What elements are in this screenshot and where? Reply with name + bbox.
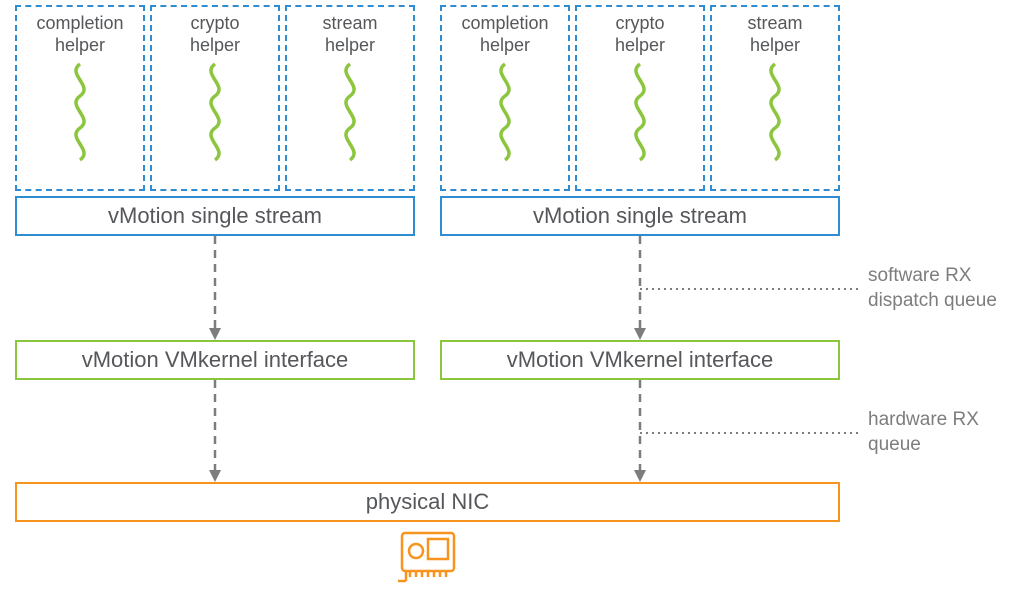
diagram-canvas: completionhelper cryptohelper streamhelp… <box>0 0 1019 594</box>
helper-label: streamhelper <box>747 13 802 56</box>
arrow-stream-to-vmk-a <box>207 236 223 340</box>
squiggle-icon <box>620 56 660 166</box>
helper-completion-b: completionhelper <box>440 5 570 191</box>
vmk-bar-label: vMotion VMkernel interface <box>82 347 349 373</box>
nic-bar-label: physical NIC <box>366 489 489 515</box>
arrow-vmk-to-nic-a <box>207 380 223 482</box>
connector-hw-rx <box>640 427 860 439</box>
nic-icon <box>396 527 460 587</box>
helper-crypto-b: cryptohelper <box>575 5 705 191</box>
helper-crypto-a: cryptohelper <box>150 5 280 191</box>
stream-bar-b: vMotion single stream <box>440 196 840 236</box>
helper-completion-a: completionhelper <box>15 5 145 191</box>
helper-stream-a: streamhelper <box>285 5 415 191</box>
squiggle-icon <box>60 56 100 166</box>
helper-label: cryptohelper <box>615 13 665 56</box>
helper-label: completionhelper <box>36 13 123 56</box>
helper-stream-b: streamhelper <box>710 5 840 191</box>
vmk-bar-label: vMotion VMkernel interface <box>507 347 774 373</box>
squiggle-icon <box>485 56 525 166</box>
label-software-rx: software RXdispatch queue <box>868 264 997 313</box>
connector-sw-rx <box>640 283 860 295</box>
helper-label: streamhelper <box>322 13 377 56</box>
vmk-bar-b: vMotion VMkernel interface <box>440 340 840 380</box>
nic-bar: physical NIC <box>15 482 840 522</box>
helper-label: completionhelper <box>461 13 548 56</box>
squiggle-icon <box>755 56 795 166</box>
stream-bar-label: vMotion single stream <box>533 203 747 229</box>
squiggle-icon <box>195 56 235 166</box>
stream-bar-label: vMotion single stream <box>108 203 322 229</box>
stream-bar-a: vMotion single stream <box>15 196 415 236</box>
vmk-bar-a: vMotion VMkernel interface <box>15 340 415 380</box>
squiggle-icon <box>330 56 370 166</box>
label-hardware-rx: hardware RXqueue <box>868 408 979 457</box>
helper-label: cryptohelper <box>190 13 240 56</box>
